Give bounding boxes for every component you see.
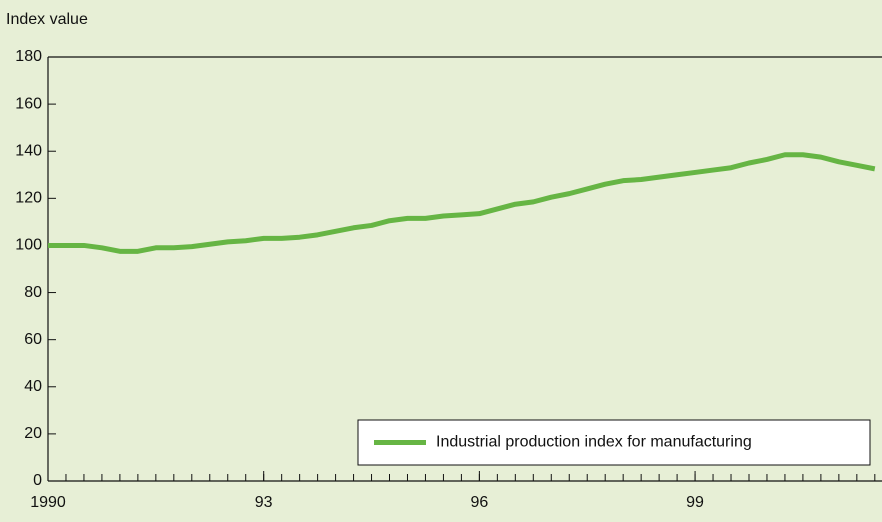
y-tick-label: 180 [15, 48, 42, 65]
legend-box [357, 419, 871, 466]
y-tick-label: 20 [24, 425, 42, 442]
y-tick-label: 80 [24, 284, 42, 301]
y-tick-label: 120 [15, 190, 42, 207]
legend-label: Industrial production index for manufact… [436, 434, 752, 451]
x-tick-label: 99 [686, 494, 704, 511]
y-axis-label: Index value [6, 11, 88, 28]
y-tick-label: 0 [33, 472, 42, 489]
x-tick-label: 93 [255, 494, 273, 511]
y-tick-label: 100 [15, 237, 42, 254]
y-tick-label: 40 [24, 378, 42, 395]
x-tick-label: 1990 [30, 494, 66, 511]
x-tick-label: 96 [470, 494, 488, 511]
y-tick-label: 140 [15, 142, 42, 159]
y-tick-label: 60 [24, 331, 42, 348]
series-line [48, 152, 876, 254]
legend: Industrial production index for manufact… [357, 419, 871, 466]
y-tick-label: 160 [15, 95, 42, 112]
